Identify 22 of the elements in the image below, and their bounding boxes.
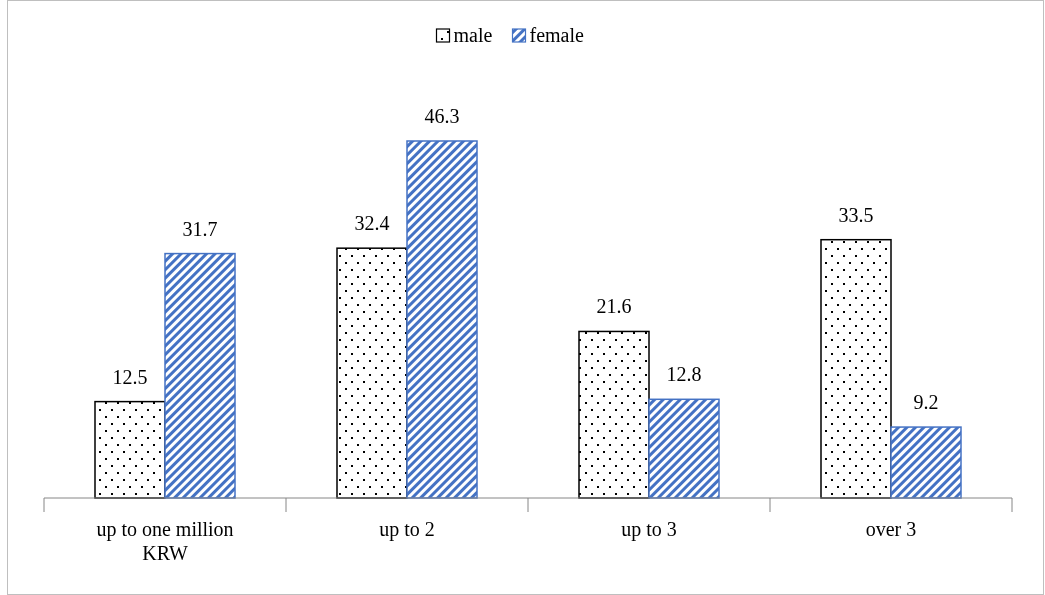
data-label: 32.4 xyxy=(354,212,390,235)
bar xyxy=(820,238,892,499)
legend-label: male xyxy=(453,24,493,46)
data-label: 12.5 xyxy=(112,365,148,388)
data-label: 33.5 xyxy=(838,203,874,226)
bar xyxy=(648,398,720,499)
x-tick-label: up to 3 xyxy=(621,518,677,541)
bar xyxy=(164,252,236,499)
bar xyxy=(890,426,962,499)
bar xyxy=(336,247,408,499)
x-tick-label: up to one million KRW xyxy=(96,518,234,564)
bar xyxy=(406,140,478,499)
data-label: 31.7 xyxy=(182,217,218,240)
data-label: 9.2 xyxy=(913,391,939,414)
data-label: 46.3 xyxy=(424,105,460,127)
data-label: 21.6 xyxy=(596,295,632,318)
legend-label: female xyxy=(529,24,585,46)
bar xyxy=(94,400,166,499)
data-label: 12.8 xyxy=(666,363,702,386)
x-tick-label: over 3 xyxy=(865,518,917,540)
x-tick-label: up to 2 xyxy=(379,518,435,541)
bar xyxy=(578,330,650,499)
